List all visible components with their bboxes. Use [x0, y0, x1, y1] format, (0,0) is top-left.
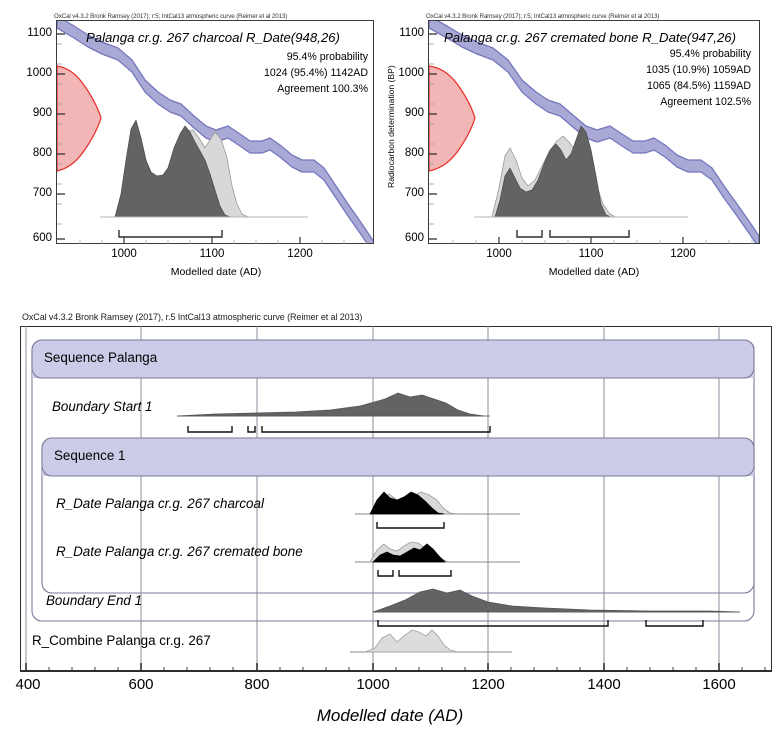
- charcoal-plot-canvas: [57, 21, 373, 244]
- cremated-ytick-1100: 1100: [399, 27, 424, 39]
- row-label-boundary-start-1: Boundary Start 1: [52, 399, 153, 414]
- oxcal-credit-right: OxCal v4.3.2 Bronk Ramsey (2017); r:5; I…: [426, 13, 660, 20]
- cremated-xtick-1100: 1100: [578, 248, 604, 260]
- charcoal-ytick-600: 600: [32, 232, 52, 244]
- cremated-yaxis-title: Radiocarbon determination (BP): [386, 65, 396, 188]
- multiplot-xtick-1200: 1200: [471, 676, 505, 693]
- row-label-rdate-cremated-bone: R_Date Palanga cr.g. 267 cremated bone: [56, 544, 303, 559]
- charcoal-xaxis-title: Modelled date (AD): [170, 266, 262, 278]
- cremated-ytick-900: 900: [404, 107, 424, 119]
- cremated-plot-title: Palanga cr.g. 267 cremated bone R_Date(9…: [444, 30, 737, 45]
- charcoal-ytick-1100: 1100: [27, 27, 52, 39]
- cremated-range-1-text: 1035 (10.9%) 1059AD: [646, 64, 751, 76]
- cremated-ytick-600: 600: [404, 232, 424, 244]
- charcoal-xtick-1100: 1100: [199, 248, 225, 260]
- cremated-ytick-700: 700: [404, 187, 424, 199]
- multiplot-frame: [20, 326, 772, 671]
- charcoal-ytick-1000: 1000: [26, 67, 52, 79]
- row-label-sequence-1: Sequence 1: [54, 448, 126, 463]
- charcoal-ytick-700: 700: [32, 187, 52, 199]
- cremated-agreement-text: Agreement 102.5%: [660, 96, 751, 108]
- multiplot-xtick-1400: 1400: [587, 676, 621, 693]
- cremated-xtick-1000: 1000: [486, 248, 512, 260]
- charcoal-xtick-1200: 1200: [287, 248, 313, 260]
- oxcal-credit-bottom: OxCal v4.3.2 Bronk Ramsey (2017), r.5 In…: [22, 312, 363, 322]
- model-multiplot: OxCal v4.3.2 Bronk Ramsey (2017), r.5 In…: [0, 300, 780, 742]
- charcoal-agreement-text: Agreement 100.3%: [277, 83, 368, 95]
- charcoal-probability-text: 95.4% probability: [286, 51, 368, 63]
- multiplot-canvas: [20, 326, 772, 672]
- oxcal-credit-left: OxCal v4.3.2 Bronk Ramsey (2017); r:5; I…: [54, 13, 288, 20]
- charcoal-calibration-plot: OxCal v4.3.2 Bronk Ramsey (2017); r:5; I…: [18, 8, 380, 290]
- charcoal-plot-title: Palanga cr.g. 267 charcoal R_Date(948,26…: [86, 30, 340, 45]
- cremated-range-2-text: 1065 (84.5%) 1159AD: [646, 80, 751, 92]
- row-label-rdate-charcoal: R_Date Palanga cr.g. 267 charcoal: [56, 496, 264, 511]
- row-label-r-combine: R_Combine Palanga cr.g. 267: [32, 633, 211, 648]
- multiplot-xtick-1600: 1600: [702, 676, 736, 693]
- charcoal-ytick-800: 800: [32, 147, 52, 159]
- cremated-ytick-1000: 1000: [398, 67, 424, 79]
- row-label-sequence-palanga: Sequence Palanga: [44, 350, 158, 365]
- multiplot-xaxis-title: Modelled date (AD): [316, 706, 464, 725]
- cremated-probability-text: 95.4% probability: [669, 48, 751, 60]
- cremated-plot-canvas: [429, 21, 759, 244]
- row-label-boundary-end-1: Boundary End 1: [46, 593, 143, 608]
- cremated-xtick-1200: 1200: [670, 248, 696, 260]
- charcoal-range-text: 1024 (95.4%) 1142AD: [263, 67, 368, 79]
- charcoal-xtick-1000: 1000: [111, 248, 137, 260]
- multiplot-xtick-600: 600: [128, 676, 154, 693]
- multiplot-xtick-1000: 1000: [356, 676, 390, 693]
- charcoal-ytick-900: 900: [32, 107, 52, 119]
- multiplot-xtick-400: 400: [15, 676, 41, 693]
- cremated-xaxis-title: Modelled date (AD): [548, 266, 640, 278]
- cremated-bone-calibration-plot: OxCal v4.3.2 Bronk Ramsey (2017); r:5; I…: [386, 8, 772, 290]
- multiplot-xtick-800: 800: [244, 676, 270, 693]
- cremated-ytick-800: 800: [404, 147, 424, 159]
